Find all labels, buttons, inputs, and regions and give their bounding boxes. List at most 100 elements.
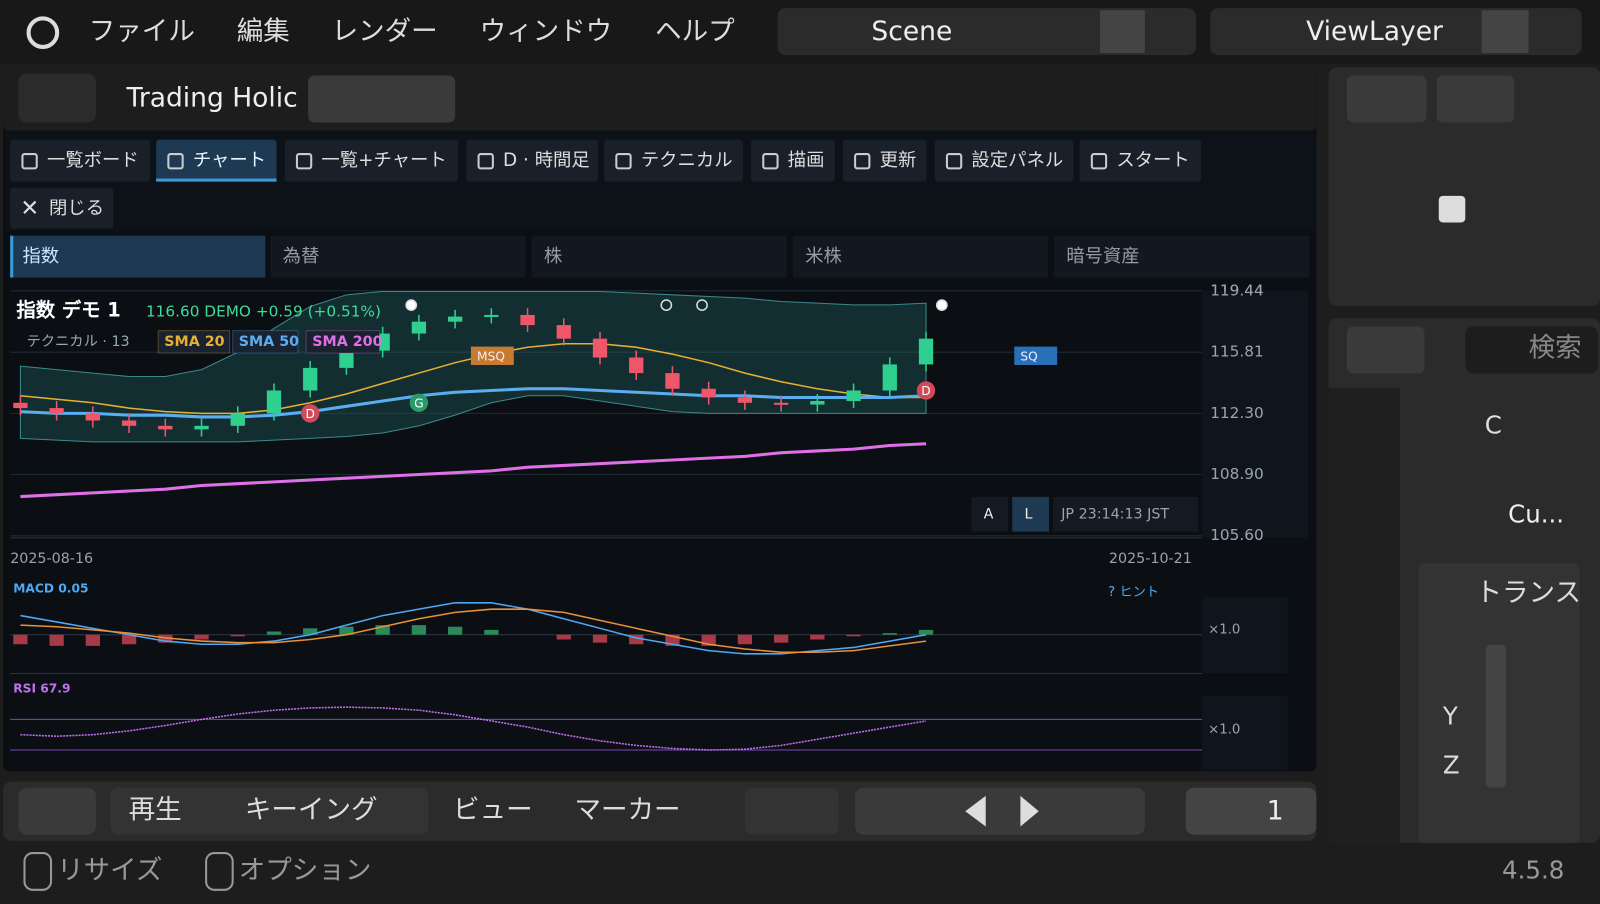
candle-body xyxy=(230,413,245,426)
macd-bar xyxy=(194,634,209,640)
signal-label: D xyxy=(305,407,314,421)
y-tick-label: 119.44 xyxy=(1210,281,1264,299)
rsi-axis-bg xyxy=(1202,695,1288,770)
autokey[interactable] xyxy=(744,787,839,835)
close-label: 閉じる xyxy=(49,198,104,219)
toolbar-label: 一覧+チャート xyxy=(321,150,446,171)
panel-title: トランス xyxy=(1476,577,1582,608)
timeline-menu: キーイング xyxy=(245,795,378,826)
macd-bar xyxy=(556,634,571,640)
object-name: C xyxy=(1485,411,1502,440)
macd-bar xyxy=(339,626,354,635)
date-label: 2025-10-21 xyxy=(1109,551,1192,567)
object-name-field[interactable] xyxy=(1489,491,1580,539)
toolbar-icon xyxy=(762,153,779,170)
editor-type[interactable] xyxy=(18,73,96,123)
timeline-menu: ビュー xyxy=(453,795,533,826)
reverse-icon[interactable] xyxy=(965,795,986,827)
candle-body xyxy=(701,388,716,398)
macd-bar xyxy=(303,628,318,635)
market-tab[interactable] xyxy=(10,235,266,278)
scene-copy[interactable] xyxy=(1100,10,1145,54)
toolbar-button[interactable] xyxy=(1079,139,1202,182)
toolbar-button[interactable] xyxy=(156,139,277,182)
toolbar-button[interactable] xyxy=(934,139,1074,182)
rsi-scale: ×1.0 xyxy=(1208,723,1240,738)
macd-bar xyxy=(592,634,608,643)
mouse-icon xyxy=(205,852,234,891)
market-tab[interactable] xyxy=(1054,235,1310,278)
macd-bar xyxy=(230,634,245,637)
toolbar-button[interactable] xyxy=(284,139,459,182)
y-tick-label: 108.90 xyxy=(1210,465,1264,483)
macd-bar xyxy=(773,634,789,643)
macd-bar xyxy=(85,634,100,646)
macd-bar xyxy=(13,634,28,645)
tab-label: 指数 xyxy=(22,246,59,267)
toolbar-icon xyxy=(854,153,871,170)
toolbar-button[interactable] xyxy=(466,139,598,182)
play-icon[interactable] xyxy=(1020,795,1039,827)
menu-item: ファイル xyxy=(89,16,195,47)
signal-label: MSQ xyxy=(477,349,505,363)
macd-label: MACD 0.05 xyxy=(13,581,88,595)
toolbar-icon xyxy=(295,153,313,170)
viewlayer-copy[interactable] xyxy=(1481,10,1529,54)
toolbar-label: D · 時間足 xyxy=(503,150,590,171)
macd-bar xyxy=(484,629,499,635)
scene-field[interactable] xyxy=(777,8,1196,56)
rsi-label: RSI 67.9 xyxy=(13,681,70,695)
toolbar-button[interactable] xyxy=(10,139,150,182)
outliner-filter[interactable] xyxy=(1436,75,1515,123)
legend-label: SMA 20 xyxy=(164,334,224,350)
toolbar-icon xyxy=(167,153,184,170)
legend-label: SMA 50 xyxy=(239,334,299,350)
timeline-menus[interactable] xyxy=(110,787,429,835)
blender-logo[interactable] xyxy=(26,16,60,49)
legend-badge xyxy=(232,330,299,354)
chart-button[interactable] xyxy=(1012,496,1049,532)
toolbar-label: 更新 xyxy=(880,150,917,171)
menu-item: レンダー xyxy=(332,16,438,47)
signal-marker xyxy=(409,393,429,412)
frame-field[interactable] xyxy=(1185,787,1317,835)
market-tab[interactable] xyxy=(792,235,1048,278)
scene-name: Scene xyxy=(871,16,952,47)
macd-line xyxy=(20,602,927,655)
candle-body xyxy=(918,338,934,365)
macd-bar xyxy=(665,634,680,646)
macd-bar xyxy=(266,631,282,635)
toolbar-icon xyxy=(615,153,632,170)
search-field[interactable] xyxy=(1465,326,1598,374)
outliner xyxy=(1328,67,1600,307)
signal-marker xyxy=(916,381,936,400)
toolbar-button[interactable] xyxy=(604,139,743,182)
market-tab[interactable] xyxy=(270,235,526,278)
tab-label: 米株 xyxy=(805,246,842,267)
tab-label: 暗号資産 xyxy=(1066,246,1139,267)
view-layer-name: ViewLayer xyxy=(1306,16,1443,47)
object-field-text: Cu... xyxy=(1508,499,1564,528)
rsi-line xyxy=(20,706,927,751)
toolbar-button[interactable] xyxy=(842,139,927,182)
object-type[interactable] xyxy=(1420,491,1488,539)
macd-scale: ×1.0 xyxy=(1208,623,1240,638)
outliner-mode[interactable] xyxy=(1346,75,1427,123)
candle-body xyxy=(810,401,825,405)
chart-button[interactable] xyxy=(971,496,1009,532)
y-tick-label: 112.30 xyxy=(1210,404,1264,422)
search-placeholder: 検索 xyxy=(1529,332,1582,363)
close-button[interactable] xyxy=(10,187,114,229)
props-mode[interactable] xyxy=(1346,326,1425,374)
playback-controls[interactable] xyxy=(855,787,1145,835)
toolbar-button[interactable] xyxy=(751,139,835,182)
checkbox[interactable] xyxy=(1438,195,1466,223)
timeline-type[interactable] xyxy=(18,787,96,835)
candle-body xyxy=(121,420,137,426)
market-tab[interactable] xyxy=(531,235,787,278)
header-buttons[interactable] xyxy=(308,75,456,123)
toolbar-label: テクニカル xyxy=(641,150,733,171)
macd-bar xyxy=(701,634,716,646)
macd-bar xyxy=(882,633,897,635)
